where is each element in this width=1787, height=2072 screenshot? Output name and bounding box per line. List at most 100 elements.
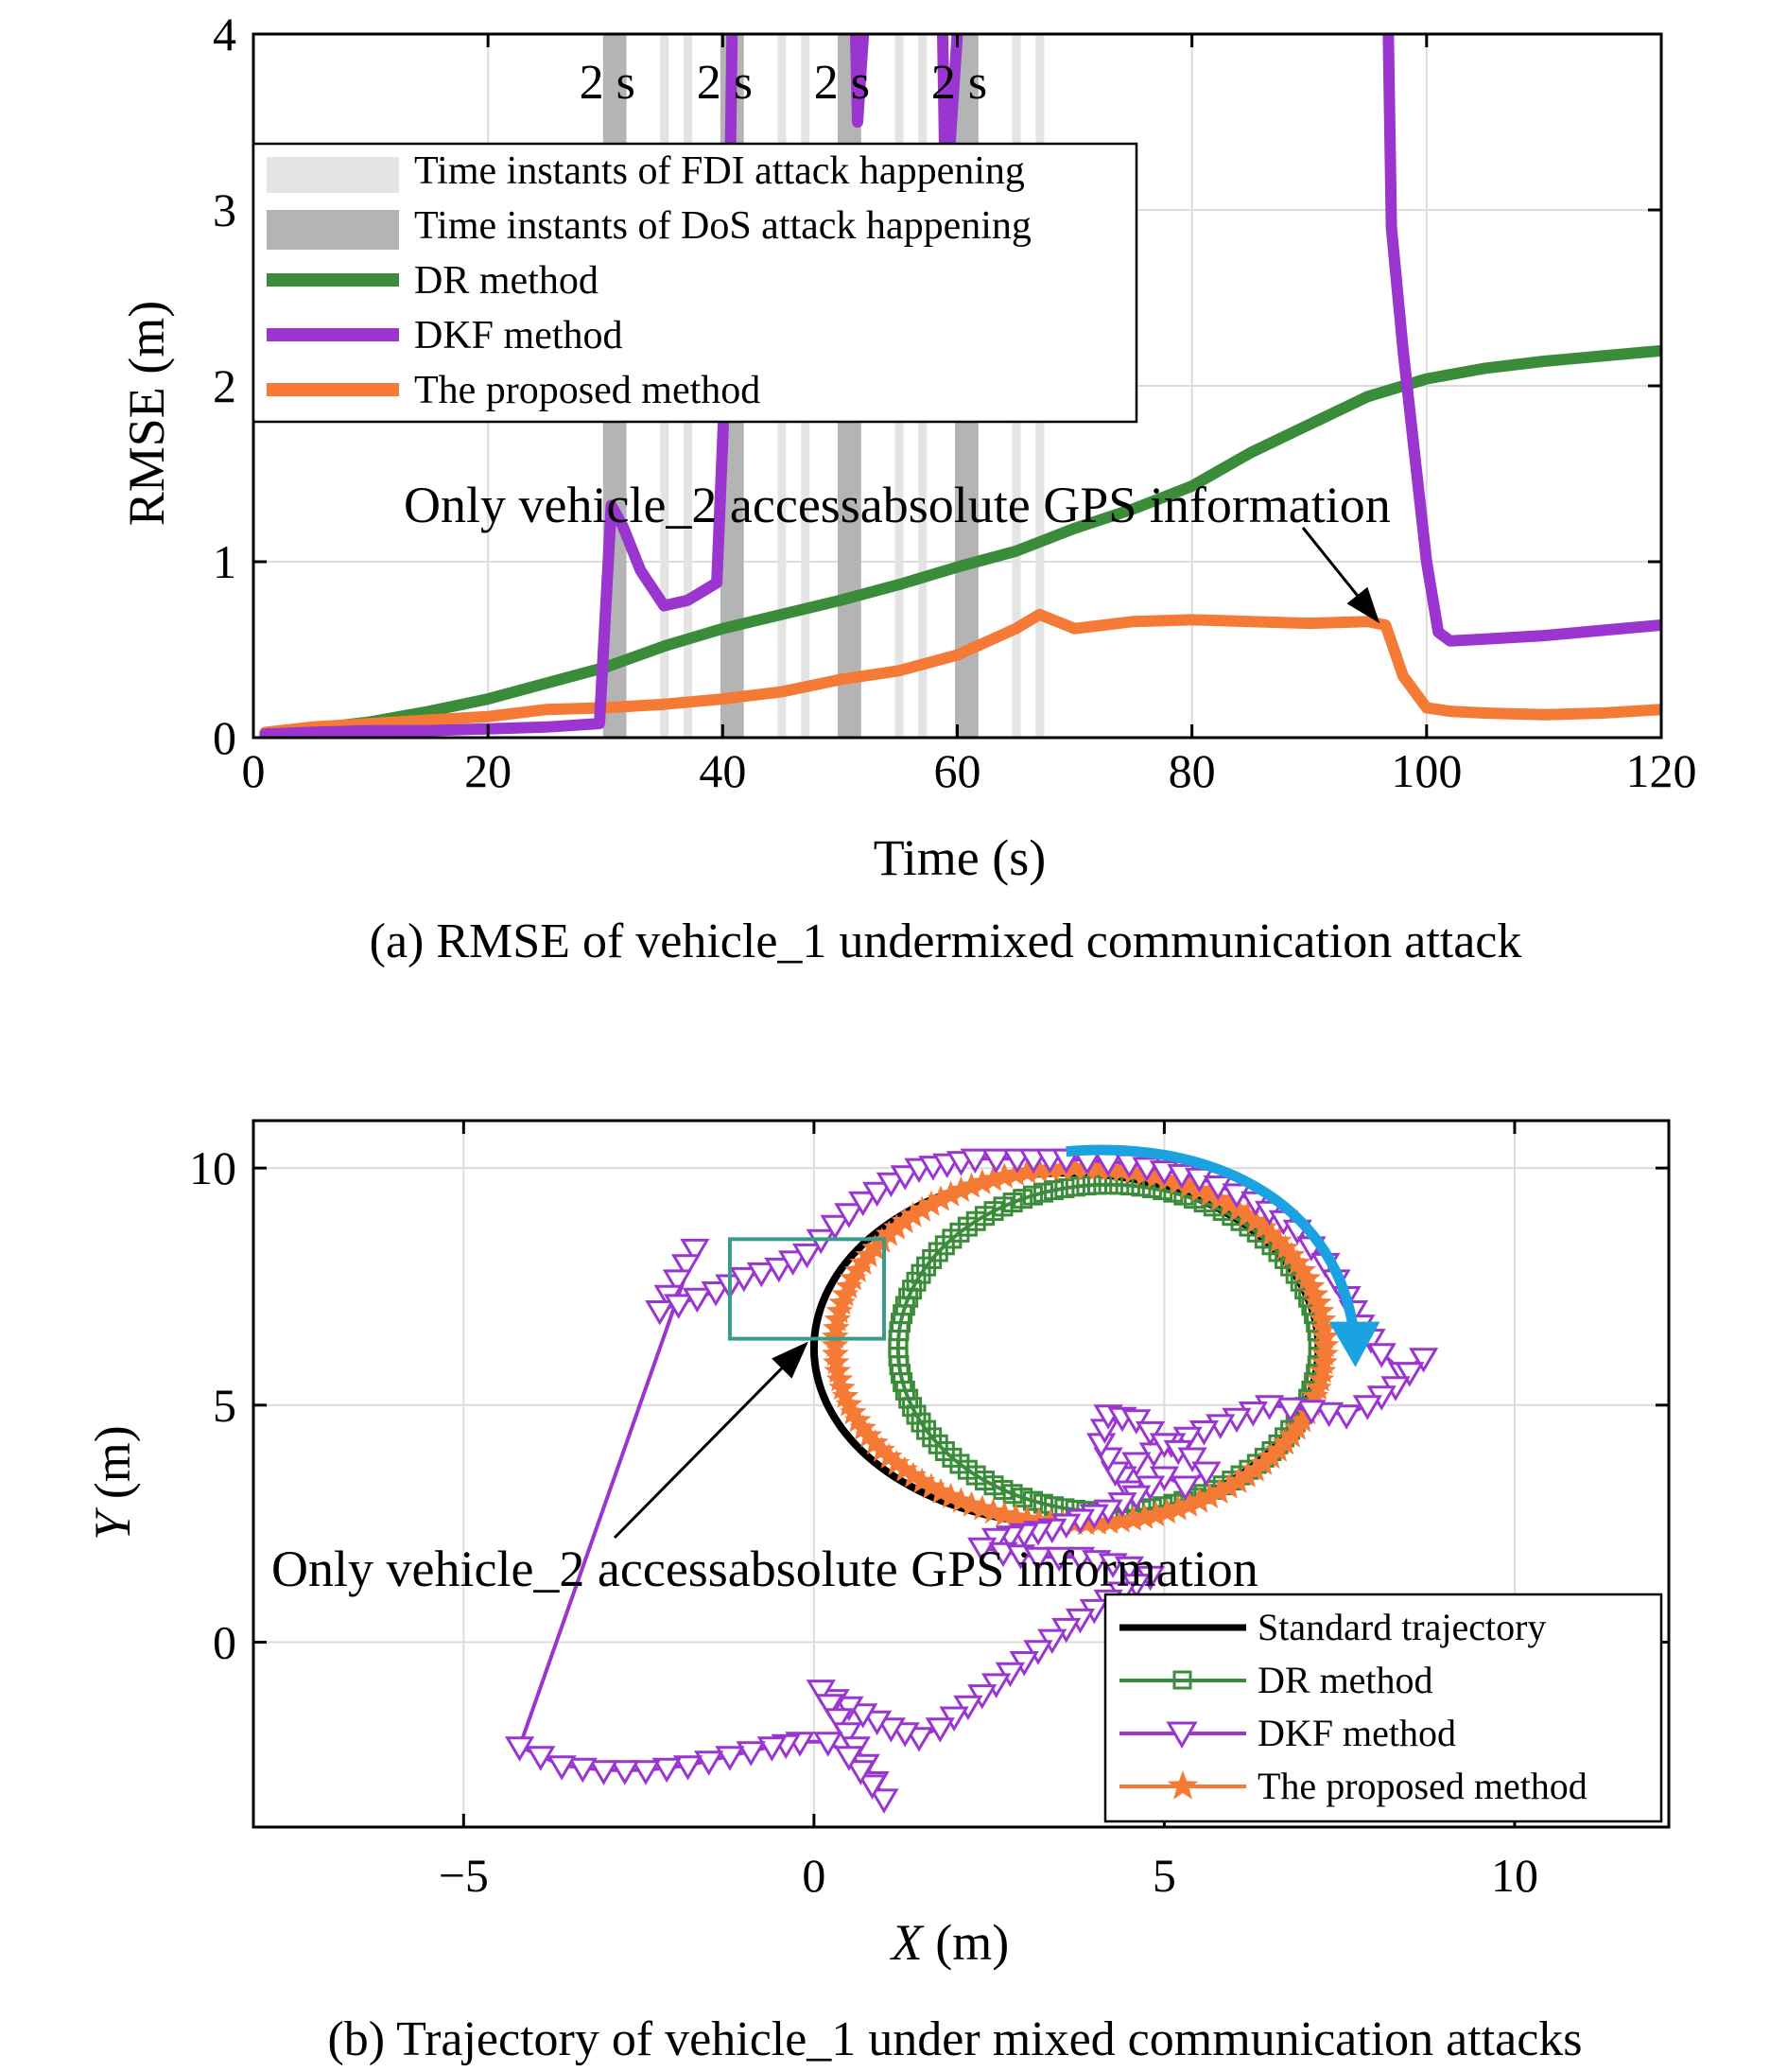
dkf-marker	[682, 1287, 713, 1314]
dkf-marker	[869, 1788, 899, 1814]
dkf-marker	[857, 1774, 888, 1800]
proposed-marker	[1142, 1162, 1170, 1189]
proposed-marker	[828, 1289, 856, 1315]
grid	[253, 1121, 1669, 1827]
proposed-marker	[909, 1467, 936, 1493]
proposed-marker	[1206, 1477, 1234, 1504]
proposed-marker	[1309, 1357, 1337, 1384]
series-dr-method	[259, 344, 1661, 738]
proposed-marker	[891, 1455, 919, 1482]
proposed-marker	[1175, 1490, 1203, 1517]
direction-arrowhead	[1328, 1321, 1380, 1367]
dkf-marker	[925, 1717, 955, 1743]
dkf-marker	[1366, 1343, 1397, 1368]
proposed-marker	[899, 1461, 928, 1488]
dkf-marker	[876, 1172, 907, 1198]
legend-label-proposed: The proposed method	[1258, 1765, 1587, 1807]
dkf-marker	[1203, 1175, 1233, 1201]
dkf-marker	[670, 1254, 702, 1280]
proposed-marker	[1241, 1455, 1270, 1482]
tick-labels: −5 0 5 10 0 5 10	[189, 1141, 1538, 1902]
proposed-marker	[1258, 1442, 1285, 1469]
proposed-marker	[855, 1421, 883, 1448]
dkf-marker	[588, 1760, 619, 1785]
dkf-marker	[663, 1294, 694, 1319]
legend-label-proposed: The proposed method	[414, 369, 760, 412]
dr-marker	[1002, 1484, 1023, 1505]
dkf-marker	[715, 1746, 745, 1771]
dr-marker	[1086, 1175, 1107, 1195]
dkf-marker	[645, 1300, 675, 1326]
proposed-marker	[968, 1168, 997, 1194]
y-axis-label: Y (m)	[84, 1425, 141, 1541]
proposed-marker	[849, 1414, 877, 1440]
dkf-marker	[701, 1281, 731, 1307]
proposed-marker	[1311, 1340, 1339, 1367]
proposed-marker	[909, 1195, 936, 1222]
y-tick-label: 10	[189, 1141, 236, 1194]
dkf-marker	[1313, 1402, 1345, 1428]
proposed-marker	[947, 1487, 975, 1513]
gps-annotation-arrowhead	[1346, 586, 1380, 624]
dr-marker	[1013, 1488, 1033, 1508]
proposed-marker	[927, 1477, 955, 1504]
proposed-marker	[840, 1399, 867, 1425]
y-tick-label: 3	[213, 183, 236, 236]
proposed-marker	[1233, 1461, 1261, 1488]
proposed-marker	[883, 1213, 911, 1240]
legend-marker-dr	[1172, 1670, 1192, 1690]
dr-marker	[928, 1434, 948, 1454]
series-proposed-method	[821, 1154, 1340, 1536]
y-tick-label: 0	[213, 1615, 236, 1668]
proposed-marker	[1250, 1449, 1277, 1475]
proposed-marker	[1061, 1154, 1088, 1180]
legend-marker-proposed	[1167, 1770, 1199, 1800]
dkf-marker	[876, 1717, 907, 1743]
dkf-marker	[813, 1732, 843, 1757]
proposed-marker	[1224, 1467, 1252, 1493]
dkf-marker	[834, 1203, 864, 1228]
tick-labels: 0 20 40 60 80 100 120 0 1 2 3 4	[213, 8, 1697, 797]
proposed-marker	[844, 1256, 872, 1282]
y-tick-label: 0	[213, 711, 236, 764]
proposed-marker	[861, 1234, 889, 1261]
proposed-marker	[861, 1429, 889, 1455]
dkf-marker	[814, 1694, 845, 1719]
proposed-marker	[1196, 1180, 1223, 1207]
y-axis-label: RMSE (m)	[118, 301, 175, 527]
proposed-marker	[844, 1406, 872, 1433]
proposed-marker	[958, 1172, 985, 1198]
dkf-marker	[1121, 1409, 1152, 1435]
dr-marker	[1022, 1490, 1043, 1511]
proposed-marker	[1215, 1472, 1243, 1499]
proposed-marker	[831, 1280, 859, 1307]
proposed-marker	[1241, 1207, 1270, 1233]
dkf-marker	[890, 1165, 920, 1191]
y-tick-label: 2	[213, 359, 236, 412]
proposed-marker	[849, 1248, 877, 1275]
x-tick-label: 10	[1491, 1849, 1538, 1902]
y-axis-label-var: Y	[84, 1507, 141, 1541]
proposed-marker	[917, 1472, 946, 1499]
dkf-marker	[1184, 1167, 1215, 1193]
proposed-marker	[891, 1207, 919, 1233]
gps-annotation-arrowhead	[772, 1341, 808, 1379]
dkf-marker	[756, 1736, 788, 1762]
dkf-marker	[980, 1148, 1012, 1175]
legend-label-standard: Standard trajectory	[1258, 1606, 1546, 1648]
dkf-marker	[834, 1746, 864, 1771]
proposed-marker	[831, 1382, 859, 1408]
legend-label-fdi: Time instants of FDI attack happening	[414, 149, 1025, 193]
dkf-marker	[1408, 1348, 1439, 1373]
proposed-marker	[824, 1357, 852, 1384]
gps-annotation-arrow	[613, 1351, 798, 1540]
dkf-marker	[1114, 1556, 1145, 1582]
legend-label-dkf: DKF method	[414, 314, 623, 357]
proposed-marker	[1311, 1332, 1340, 1358]
dkf-marker	[1331, 1404, 1362, 1430]
dr-marker	[928, 1242, 948, 1262]
dr-marker	[1065, 1176, 1085, 1197]
legend: Time instants of FDI attack happening Ti…	[252, 142, 1138, 424]
dkf-marker	[806, 1680, 836, 1705]
